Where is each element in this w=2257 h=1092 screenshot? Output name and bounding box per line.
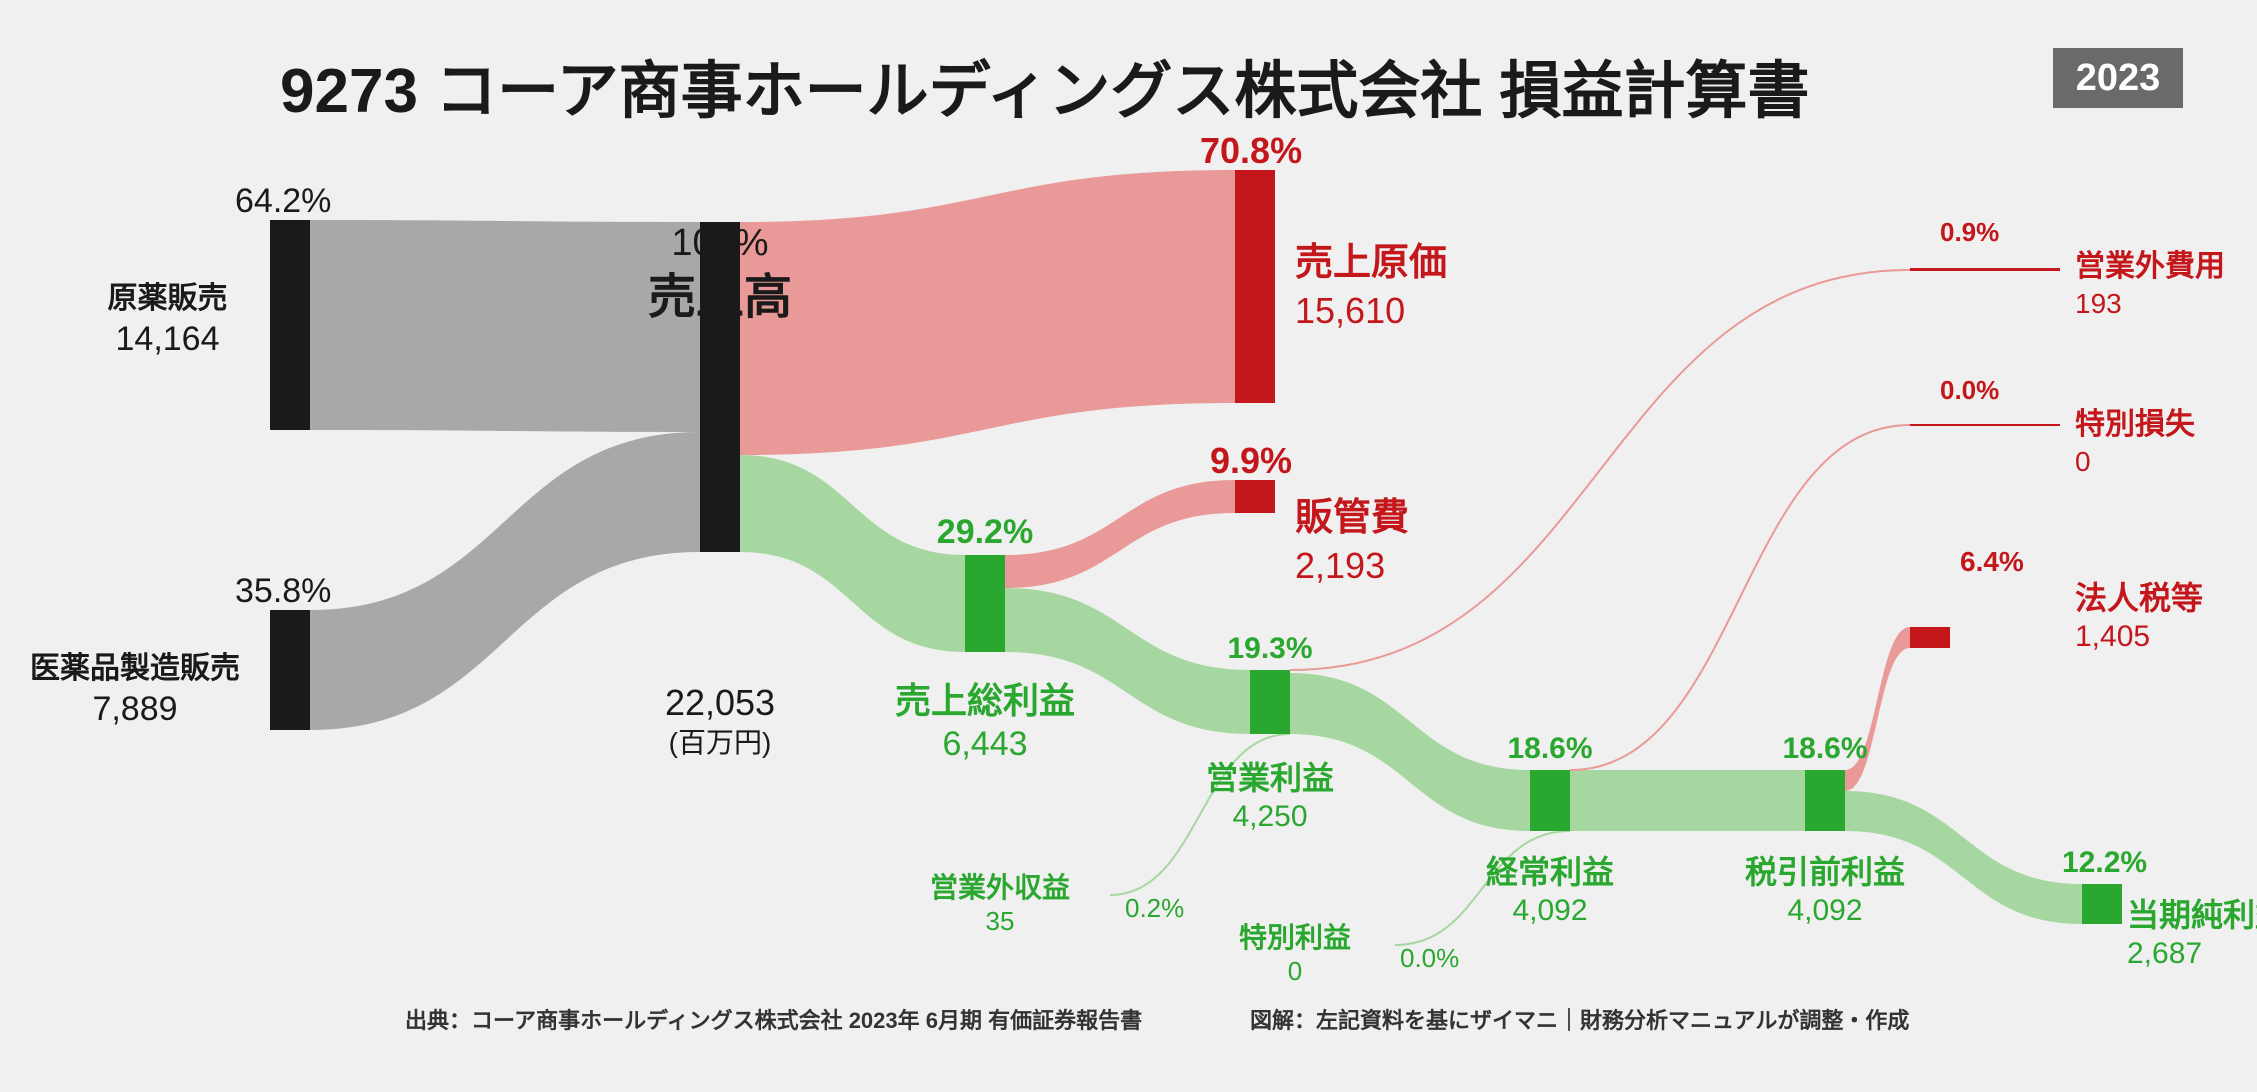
node-ord bbox=[1530, 770, 1570, 831]
pct-noi: 0.2% bbox=[1125, 892, 1184, 925]
nameval-noi: 営業外収益35 bbox=[890, 870, 1110, 938]
nameval-sga: 販管費2,193 bbox=[1295, 495, 1515, 588]
node-src1 bbox=[270, 220, 310, 430]
nameval-op: 営業利益4,250 bbox=[1175, 758, 1365, 836]
node-sga bbox=[1235, 480, 1275, 513]
nameval-cogs: 売上原価15,610 bbox=[1295, 240, 1545, 333]
node-noe bbox=[1910, 268, 2060, 271]
pct-noe: 0.9% bbox=[1940, 216, 1999, 249]
nameval-src2: 医薬品製造販売7,889 bbox=[10, 650, 260, 730]
nameval-pre: 税引前利益4,092 bbox=[1710, 852, 1940, 930]
node-pre bbox=[1805, 770, 1845, 831]
rev-top: 100%売上高 bbox=[590, 220, 850, 328]
nameval-tax: 法人税等1,405 bbox=[2075, 578, 2257, 656]
node-net bbox=[2082, 884, 2122, 924]
nameval-src1: 原薬販売14,164 bbox=[75, 280, 260, 360]
pct-net: 12.2% bbox=[2062, 844, 2147, 882]
node-gp bbox=[965, 555, 1005, 652]
footer-credit: 図解：左記資料を基にザイマニ｜財務分析マニュアルが調整・作成 bbox=[1250, 1003, 1909, 1035]
node-xl bbox=[1910, 424, 2060, 426]
rev-bot: 22,053(百万円) bbox=[610, 680, 830, 760]
pct-op: 19.3% bbox=[1190, 630, 1350, 668]
pct-cogs: 70.8% bbox=[1200, 128, 1302, 173]
pct-xg: 0.0% bbox=[1400, 942, 1459, 975]
node-src2 bbox=[270, 610, 310, 730]
pct-tax: 6.4% bbox=[1960, 544, 2024, 579]
node-op bbox=[1250, 670, 1290, 734]
pct-ord: 18.6% bbox=[1470, 730, 1630, 768]
node-cogs bbox=[1235, 170, 1275, 403]
flow-rev-gp bbox=[740, 455, 965, 652]
nameval-gp: 売上総利益6,443 bbox=[860, 678, 1110, 766]
nameval-net: 当期純利益2,687 bbox=[2127, 895, 2257, 973]
pct-src1: 64.2% bbox=[235, 180, 331, 223]
node-tax bbox=[1910, 627, 1950, 648]
nameval-xl: 特別損失0 bbox=[2075, 406, 2257, 479]
thin-connector bbox=[1570, 425, 1910, 770]
sankey-diagram: 9273 コーア商事ホールディングス株式会社 損益計算書 2023 64.2%原… bbox=[0, 0, 2257, 1092]
nameval-xg: 特別利益0 bbox=[1200, 920, 1390, 988]
flow-ord-pre bbox=[1570, 770, 1805, 831]
nameval-noe: 営業外費用193 bbox=[2075, 248, 2257, 321]
footer-source: 出典：コーア商事ホールディングス株式会社 2023年 6月期 有価証券報告書 bbox=[405, 1003, 1142, 1035]
pct-xl: 0.0% bbox=[1940, 374, 1999, 407]
pct-gp: 29.2% bbox=[905, 511, 1065, 554]
pct-pre: 18.6% bbox=[1745, 730, 1905, 768]
pct-src2: 35.8% bbox=[235, 570, 331, 613]
nameval-ord: 経常利益4,092 bbox=[1455, 852, 1645, 930]
pct-sga: 9.9% bbox=[1210, 438, 1292, 483]
